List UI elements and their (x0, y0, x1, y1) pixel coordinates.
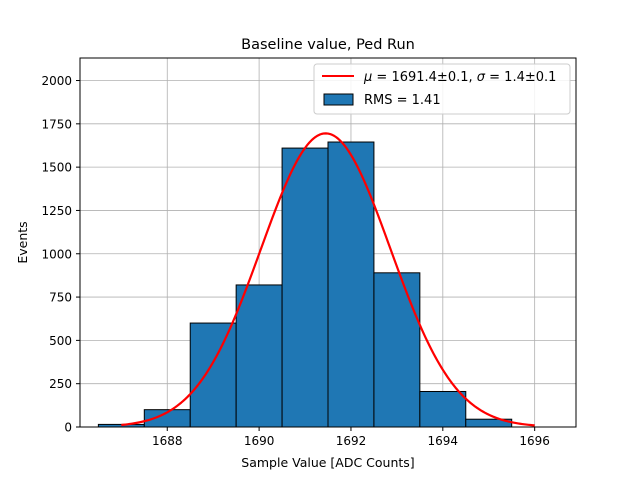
y-tick-label: 750 (49, 291, 72, 305)
histogram-bars (97, 141, 513, 428)
y-tick-label: 250 (49, 377, 72, 391)
x-axis: 1688 1690 1692 1694 1696 (152, 427, 550, 448)
y-tick-label: 2000 (41, 74, 72, 88)
y-axis-label: Events (15, 221, 30, 263)
plot-frame (79, 57, 577, 428)
x-tick-label: 1696 (519, 434, 550, 448)
y-tick-label: 1250 (41, 204, 72, 218)
histogram-bar (419, 390, 467, 428)
histogram-bar (235, 284, 283, 428)
x-axis-label: Sample Value [ADC Counts] (241, 455, 414, 470)
y-tick-label: 1500 (41, 161, 72, 175)
y-tick-label: 500 (49, 334, 72, 348)
histogram-bar (373, 272, 421, 428)
legend-fit-label: μ = 1691.4±0.1, σ = 1.4±0.1 (363, 70, 556, 85)
histogram-bar (281, 147, 329, 428)
x-tick-label: 1688 (152, 434, 183, 448)
x-tick-label: 1692 (336, 434, 367, 448)
histogram-bar (189, 322, 237, 428)
legend-hist-label: RMS = 1.41 (364, 93, 441, 108)
y-tick-label: 1000 (41, 247, 72, 261)
y-tick-label: 1750 (41, 117, 72, 131)
gaussian-fit-curve (121, 132, 535, 427)
legend: μ = 1691.4±0.1, σ = 1.4±0.1 RMS = 1.41 (313, 63, 571, 115)
legend-hist-swatch (323, 93, 354, 106)
fit-curve-layer (121, 132, 535, 427)
legend-box (313, 63, 571, 115)
y-tick-label: 0 (64, 421, 72, 435)
x-tick-label: 1690 (244, 434, 275, 448)
x-tick-label: 1694 (428, 434, 459, 448)
chart-title: Baseline value, Ped Run (241, 37, 415, 53)
y-axis: 0 250 500 750 1000 1250 1500 1750 2000 (41, 74, 80, 435)
